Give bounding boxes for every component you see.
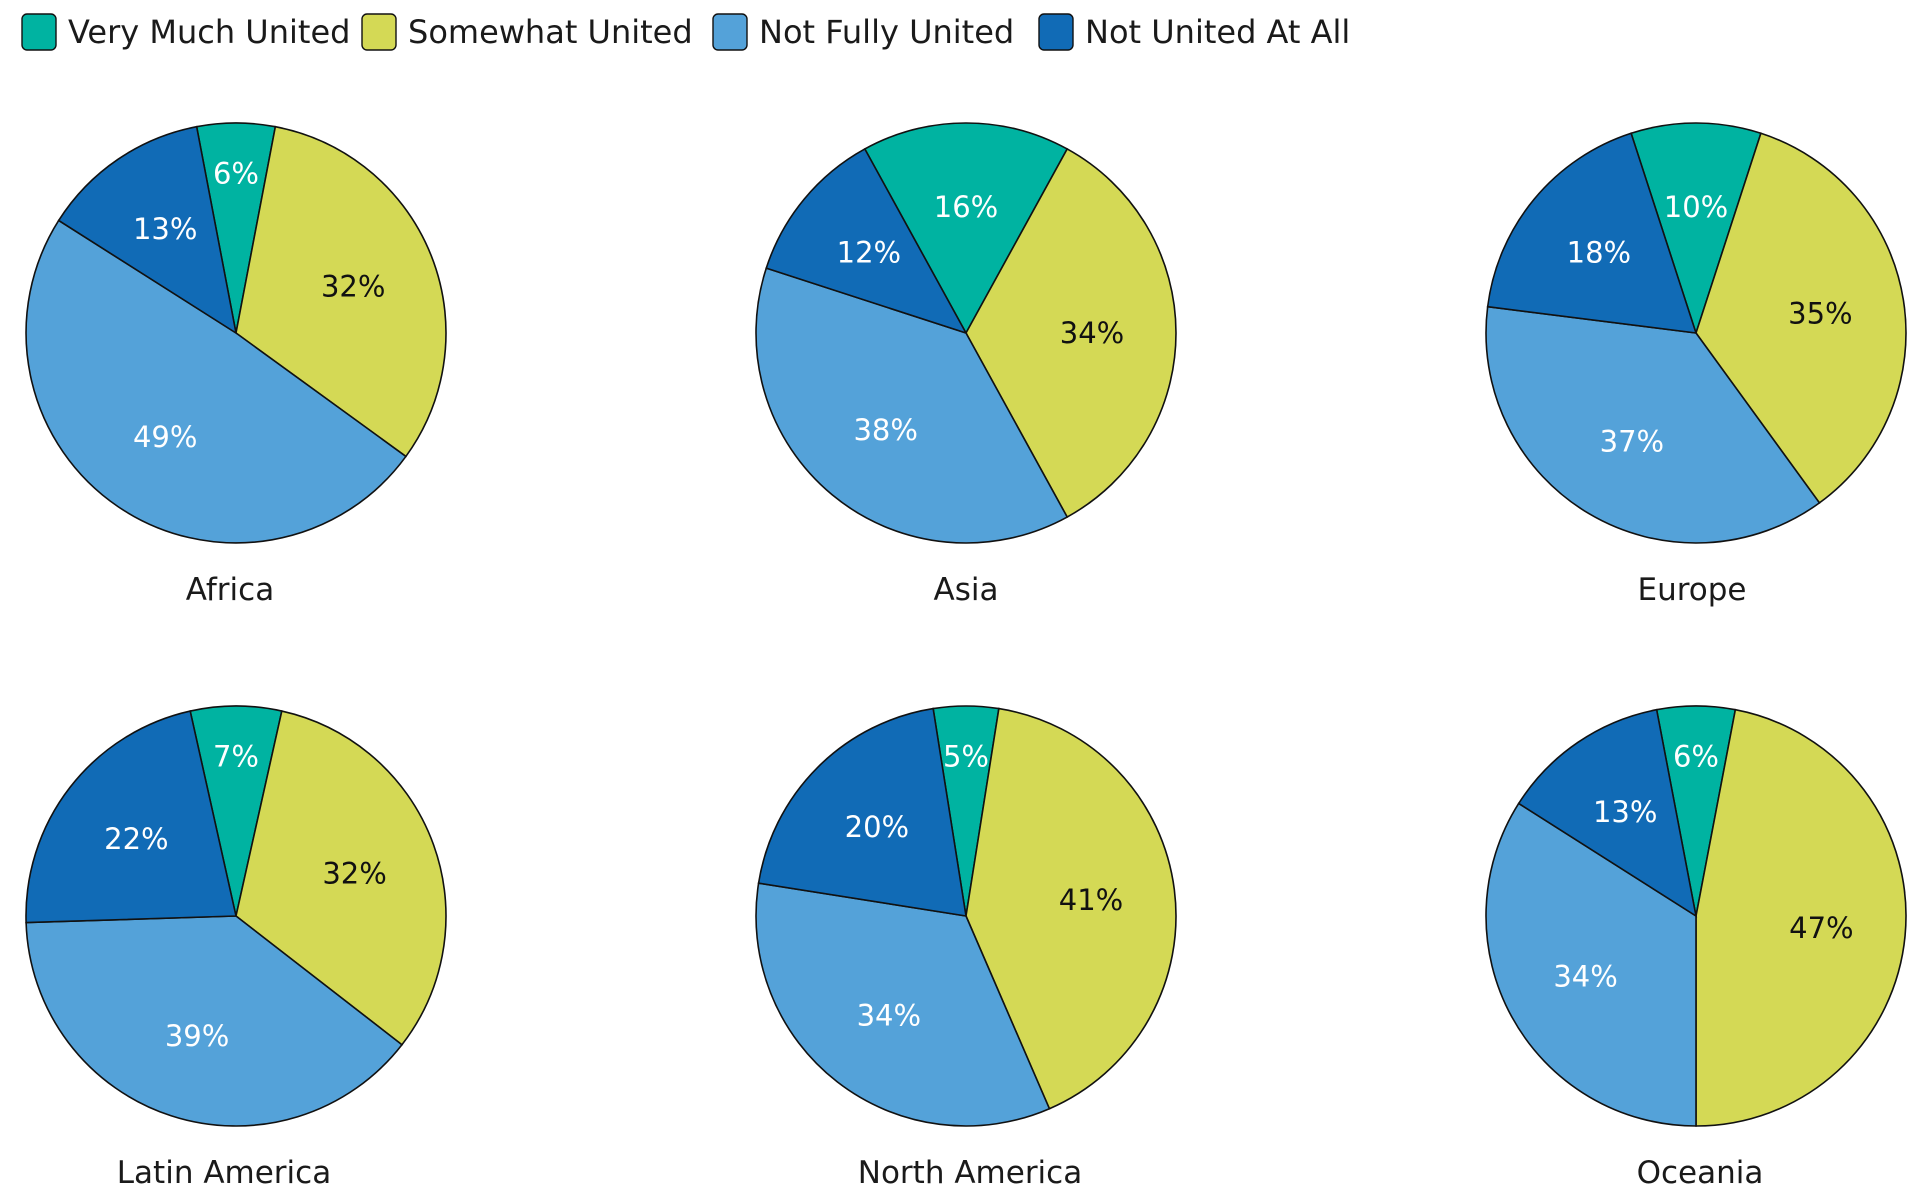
- legend-label-somewhat: Somewhat United: [408, 13, 693, 51]
- pct-label-africa-very: 6%: [213, 156, 259, 190]
- pct-label-asia-notatall: 12%: [837, 236, 901, 270]
- slice-asia-very: [863, 122, 1069, 335]
- pie-africa: 6% 32% 49% 13% Africa: [25, 122, 447, 608]
- pct-label-europe-notfully: 37%: [1600, 425, 1664, 459]
- pie-latin-america: 7% 32% 39% 22% Latin America: [25, 705, 447, 1191]
- legend-swatch-notatall: [1038, 13, 1074, 51]
- legend-swatch-notfully: [712, 13, 748, 51]
- slice-north-america-somewhat: [965, 707, 1177, 1110]
- slice-europe-somewhat: [1695, 132, 1907, 505]
- pct-label-north-america-notfully: 34%: [857, 999, 921, 1033]
- pct-label-north-america-very: 5%: [943, 739, 989, 773]
- pct-label-asia-somewhat: 34%: [1060, 316, 1124, 350]
- pct-label-latin-america-very: 7%: [213, 739, 259, 773]
- legend-item-notfully: Not Fully United: [712, 13, 1014, 51]
- slice-north-america-notfully: [755, 882, 1051, 1127]
- slice-north-america-notatall: [757, 707, 967, 917]
- pct-label-north-america-somewhat: 41%: [1059, 883, 1123, 917]
- pct-label-oceania-somewhat: 47%: [1789, 911, 1853, 945]
- pie-title-europe: Europe: [1637, 572, 1746, 608]
- slice-europe-notatall: [1486, 132, 1698, 334]
- pct-label-africa-somewhat: 32%: [321, 270, 385, 304]
- pie-title-latin-america: Latin America: [117, 1155, 331, 1191]
- pie-title-oceania: Oceania: [1637, 1155, 1764, 1191]
- legend-swatch-somewhat: [361, 13, 397, 51]
- pct-label-europe-very: 10%: [1664, 190, 1728, 224]
- slice-latin-america-notatall: [25, 710, 237, 924]
- pie-title-north-america: North America: [858, 1155, 1082, 1191]
- pct-label-oceania-notfully: 34%: [1553, 960, 1617, 994]
- pie-europe: 10% 35% 37% 18% Europe: [1485, 122, 1907, 608]
- pct-label-latin-america-notatall: 22%: [104, 822, 168, 856]
- slice-oceania-notfully: [1485, 802, 1697, 1127]
- slice-europe-notfully: [1485, 305, 1821, 544]
- slice-africa-notatall: [57, 125, 238, 335]
- pie-oceania: 6% 47% 34% 13% Oceania: [1485, 705, 1907, 1191]
- slice-oceania-notatall: [1517, 708, 1698, 918]
- slice-asia-somewhat: [965, 147, 1177, 519]
- pct-label-africa-notfully: 49%: [133, 420, 197, 454]
- slice-latin-america-somewhat: [235, 710, 447, 1046]
- slice-africa-notfully: [25, 219, 408, 544]
- legend-item-notatall: Not United At All: [1038, 13, 1350, 51]
- slice-latin-america-notfully: [25, 915, 404, 1127]
- pct-label-oceania-notatall: 13%: [1593, 795, 1657, 829]
- legend-item-somewhat: Somewhat United: [361, 13, 693, 51]
- slice-oceania-somewhat: [1695, 708, 1907, 1127]
- slice-africa-somewhat: [235, 125, 447, 458]
- pct-label-oceania-very: 6%: [1673, 739, 1719, 773]
- pct-label-latin-america-notfully: 39%: [165, 1019, 229, 1053]
- pct-label-asia-notfully: 38%: [853, 413, 917, 447]
- pct-label-asia-very: 16%: [934, 190, 998, 224]
- pct-label-africa-notatall: 13%: [133, 212, 197, 246]
- pct-label-europe-somewhat: 35%: [1788, 296, 1852, 330]
- slice-asia-notatall: [765, 147, 968, 335]
- pie-north-america: 5% 41% 34% 20% North America: [755, 705, 1177, 1191]
- legend-swatch-very: [21, 13, 57, 51]
- legend-label-notfully: Not Fully United: [759, 13, 1014, 51]
- legend-label-notatall: Not United At All: [1085, 13, 1350, 51]
- pie-asia: 16% 34% 38% 12% Asia: [755, 122, 1177, 608]
- legend-item-very: Very Much United: [21, 13, 350, 51]
- pct-label-europe-notatall: 18%: [1567, 236, 1631, 270]
- slice-europe-very: [1630, 122, 1762, 336]
- pie-title-asia: Asia: [934, 572, 999, 608]
- slice-asia-notfully: [755, 267, 1069, 544]
- pct-label-north-america-notatall: 20%: [845, 810, 909, 844]
- pie-title-africa: Africa: [186, 572, 274, 608]
- legend-label-very: Very Much United: [68, 13, 350, 51]
- pct-label-latin-america-somewhat: 32%: [322, 856, 386, 890]
